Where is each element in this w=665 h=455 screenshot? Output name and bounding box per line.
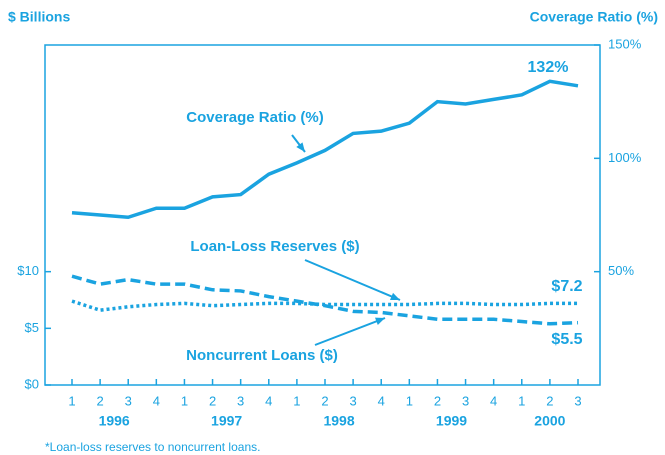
x-tick-label: 2 — [434, 393, 441, 408]
year-label: 1997 — [211, 413, 242, 429]
x-tick-label: 3 — [237, 393, 244, 408]
year-label: 2000 — [534, 413, 565, 429]
x-tick-label: 4 — [153, 393, 160, 408]
x-tick-label: 2 — [321, 393, 328, 408]
arrow-head — [390, 292, 400, 301]
series-line — [71, 79, 579, 220]
x-tick-label: 3 — [574, 393, 581, 408]
x-tick-label: 3 — [462, 393, 469, 408]
series-label: Coverage Ratio (%) — [186, 109, 324, 126]
x-tick-label: 1 — [68, 393, 75, 408]
y2-tick-label: 50% — [608, 263, 634, 278]
arrow-head — [296, 142, 305, 152]
x-tick-label: 1 — [406, 393, 413, 408]
footnote: *Loan-loss reserves to noncurrent loans. — [45, 440, 260, 454]
y2-tick-label: 150% — [608, 36, 642, 51]
series-label: Loan-Loss Reserves ($) — [190, 238, 359, 255]
x-tick-label: 3 — [125, 393, 132, 408]
year-label: 1998 — [323, 413, 354, 429]
year-label: 1996 — [99, 413, 130, 429]
y-tick-label: $10 — [17, 263, 39, 278]
annotation-arrow — [304, 259, 401, 301]
x-tick-label: 3 — [349, 393, 356, 408]
y-axis-label: $ Billions — [8, 9, 70, 25]
x-tick-label: 4 — [265, 393, 272, 408]
series-label: Noncurrent Loans ($) — [186, 347, 338, 364]
value-label: 132% — [528, 59, 569, 76]
x-tick-label: 2 — [96, 393, 103, 408]
y-tick-label: $5 — [25, 320, 39, 335]
arrow-head — [375, 317, 385, 325]
x-tick-label: 4 — [490, 393, 497, 408]
year-label: 1999 — [436, 413, 467, 429]
x-tick-label: 2 — [546, 393, 553, 408]
x-tick-label: 4 — [378, 393, 385, 408]
x-tick-label: 1 — [293, 393, 300, 408]
x-tick-label: 1 — [181, 393, 188, 408]
x-tick-label: 2 — [209, 393, 216, 408]
series-line — [71, 274, 579, 326]
value-label: $7.2 — [551, 278, 582, 295]
annotation-arrow — [314, 317, 386, 346]
x-tick-label: 1 — [518, 393, 525, 408]
y-tick-label: $0 — [25, 376, 39, 391]
plot-frame — [44, 44, 601, 386]
value-label: $5.5 — [551, 331, 582, 348]
y2-tick-label: 100% — [608, 150, 642, 165]
y2-axis-label: Coverage Ratio (%) — [530, 9, 658, 25]
